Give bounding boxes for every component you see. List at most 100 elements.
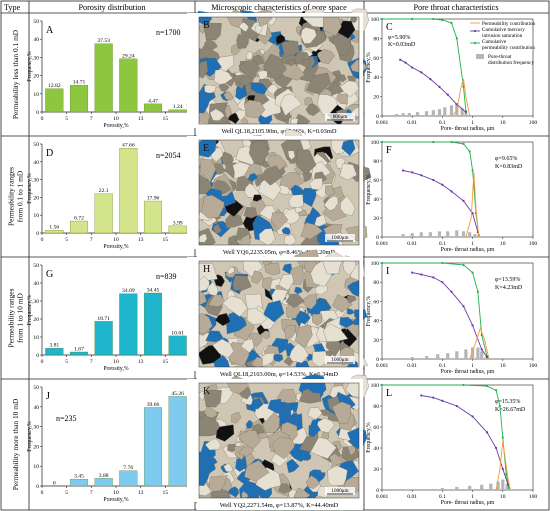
mercury-saturation-line-point [404,61,407,64]
row-type-line: Permeability ranges [7,288,16,347]
mercury-saturation-line-point [432,396,435,399]
cumulative-permeability-line [382,141,480,236]
frequency-bar [449,105,454,116]
grain [243,207,257,219]
grain [305,102,321,116]
histogram-bar [168,109,187,113]
mercury-saturation-line-point [411,271,414,274]
grain [260,165,283,186]
grain [287,150,296,161]
mask [187,136,199,249]
histogram-bar [94,193,113,234]
grain [284,325,296,339]
frequency-bar [428,232,432,237]
bar-value-label: 6.72 [74,216,84,222]
mask [359,257,363,371]
y-tick-label: 100 [371,261,380,267]
row-type-label: Permeability less than 0.1 mD [11,29,20,119]
grain [279,172,306,191]
x-axis-label: Porosity,% [103,497,128,503]
grain [308,178,323,191]
x-tick-label: 10 [500,241,506,247]
x-tick-label: 100 [529,120,538,126]
legend-cum-2: permeability contribution [482,45,535,51]
mercury-saturation-line-point [464,111,468,114]
frequency-bar [446,353,450,359]
cumulative-permeability-line-point [380,261,384,265]
bar-value-label: 12.82 [48,83,61,89]
mercury-saturation-line-point [432,178,435,182]
y-tick-label: 20 [33,195,39,201]
frequency-bar [407,113,411,116]
x-tick-label: 5 [65,116,68,122]
x-tick-label: 0 [41,116,44,122]
row-type-line: Permeability ranges [7,167,16,226]
grain [339,163,358,181]
legend-freq-2: distribution frequency [488,59,534,66]
x-tick-label: 0 [41,237,44,243]
scale-box [325,487,355,495]
grain [232,275,252,291]
frequency-bar [461,231,466,237]
cumulative-permeability-line-point [498,404,501,408]
bar-value-label: 0 [53,481,56,487]
grain [212,338,234,359]
grain [245,419,253,429]
cumulative-permeability-line-point [380,17,384,21]
grain [270,212,289,231]
cumulative-permeability-line-point [441,261,444,265]
x-tick-label: 13 [138,237,144,243]
row-type-label: Permeability more than 10 mD [11,398,20,490]
scale-label: 1000μm [331,488,348,494]
grain [258,177,282,201]
y-tick-label: 30 [33,425,39,431]
permeability-annotation: K=26.67mD [495,407,526,413]
x-tick-label: 10 [113,359,119,365]
grain [308,425,319,438]
porosity-histogram: 010203040500571013152003.453.887.7639.66… [27,385,193,503]
x-tick-label: 15 [163,490,169,496]
grain [281,227,291,235]
x-tick-label: 15 [163,116,169,122]
rows-layer: Permeability less than 0.1 mD 01020304050… [7,8,538,510]
x-tick-label: 15 [163,359,169,365]
frequency-bar [496,481,500,490]
y-axis-label: Frequency,% [27,295,33,326]
x-axis-label: Pore- throat radius, μm [441,126,495,132]
y-tick-label: 100 [371,140,380,146]
frequency-bar [501,479,505,490]
x-tick-label: 0.1 [439,494,446,500]
y-axis-label: Frequency,% [366,174,372,205]
frequency-bar [446,231,450,237]
mercury-saturation-line-point [495,446,498,450]
grain [246,307,267,325]
y-tick-label: 40 [373,446,379,452]
histogram-bar [168,335,187,356]
mercury-saturation-line-point [485,431,489,434]
histogram-bar [143,292,163,356]
y-tick-label: 60 [373,299,379,305]
grain [317,49,335,65]
grain [264,262,281,276]
mercury-saturation-line [403,170,479,233]
grain [286,458,300,474]
panel-label: D [46,148,53,159]
permeability-contribution-line [469,326,490,360]
grain [204,406,218,419]
y-tick-label: 50 [33,19,39,25]
y-tick-label: 10 [33,213,39,219]
histogram-bar [119,148,138,234]
grain [205,330,225,343]
y-tick-label: 40 [373,197,379,203]
frequency-bar [410,357,414,359]
y-tick-label: 0 [376,357,379,363]
y-tick-label: 0 [376,235,379,241]
histogram-bar [119,293,138,356]
bar-value-label: 47.66 [122,143,135,149]
y-tick-label: 80 [373,280,379,286]
frequency-bar [460,108,464,116]
grain [245,50,253,60]
panel-label: C [386,22,393,33]
legend-freq-1: Pore-throat [488,54,512,60]
